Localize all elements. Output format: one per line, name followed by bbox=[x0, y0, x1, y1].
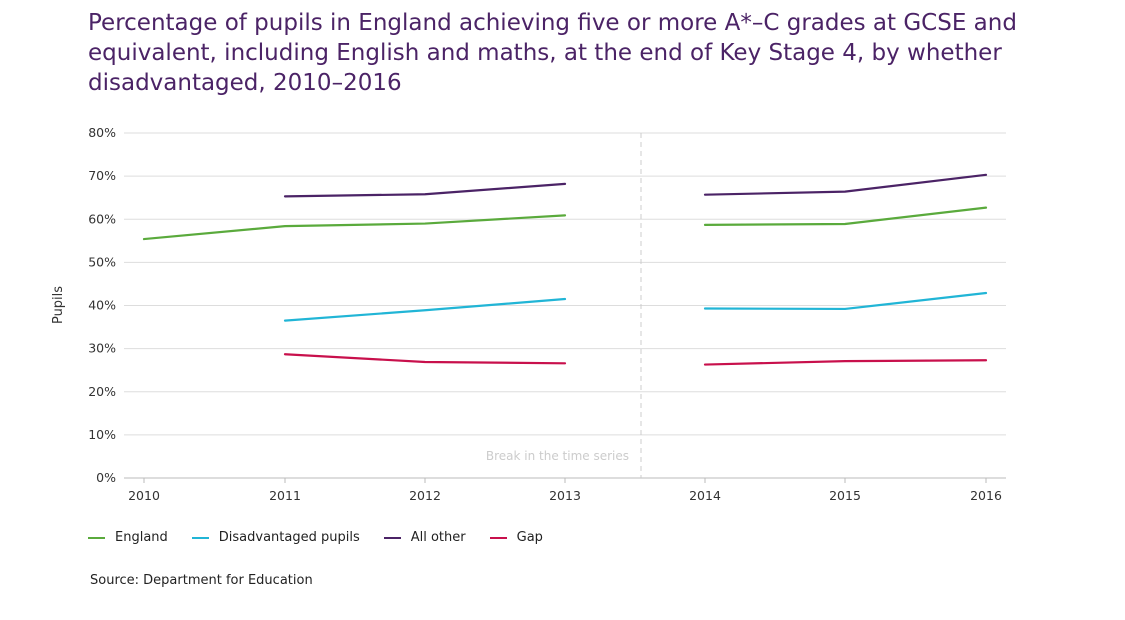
y-tick-label: 70% bbox=[88, 168, 116, 183]
y-tick-label: 60% bbox=[88, 211, 116, 226]
series-line-disadvantaged-pupils bbox=[283, 297, 567, 322]
y-tick-label: 80% bbox=[88, 125, 116, 140]
legend-label: England bbox=[115, 530, 168, 545]
legend-swatch bbox=[88, 536, 105, 539]
y-axis-ticks: 0% 10% 20% 30% 40% 50% 60% 70% 80% bbox=[88, 125, 116, 485]
legend-item-england: England bbox=[88, 530, 168, 545]
series-line-all-other bbox=[703, 173, 988, 196]
series-line-gap bbox=[703, 359, 988, 366]
legend-item-gap: Gap bbox=[489, 530, 543, 545]
x-tick-label: 2016 bbox=[970, 488, 1002, 503]
x-tick-label: 2012 bbox=[409, 488, 441, 503]
break-annotation: Break in the time series bbox=[486, 449, 629, 463]
legend-label: Disadvantaged pupils bbox=[218, 530, 360, 545]
series-line-england bbox=[703, 206, 988, 226]
series-line-disadvantaged-pupils bbox=[703, 291, 988, 311]
y-axis-label: Pupils bbox=[51, 286, 66, 324]
legend-label: Gap bbox=[516, 530, 543, 545]
series-line-england bbox=[142, 214, 567, 241]
legend-item-all-other: All other bbox=[383, 530, 466, 545]
legend-swatch bbox=[383, 536, 401, 539]
y-tick-label: 40% bbox=[88, 298, 116, 313]
legend-swatch bbox=[191, 536, 209, 539]
x-tick-label: 2014 bbox=[689, 488, 721, 503]
y-tick-label: 0% bbox=[96, 470, 116, 485]
x-tick-label: 2013 bbox=[549, 488, 581, 503]
series-lines bbox=[142, 173, 988, 366]
y-tick-label: 20% bbox=[88, 384, 116, 399]
x-axis-ticks: 2010 2011 2012 2013 2014 2015 2016 bbox=[128, 478, 1002, 503]
time-series-break: Break in the time series bbox=[486, 133, 642, 478]
legend: England Disadvantaged pupils All other Gap bbox=[88, 530, 567, 545]
legend-item-disadvantaged-pupils: Disadvantaged pupils bbox=[191, 530, 360, 545]
gridlines bbox=[124, 132, 1006, 479]
y-tick-label: 50% bbox=[88, 254, 116, 269]
x-tick-label: 2010 bbox=[128, 488, 160, 503]
series-line-all-other bbox=[283, 182, 567, 198]
x-tick-label: 2015 bbox=[829, 488, 861, 503]
legend-label: All other bbox=[410, 530, 466, 545]
source-note: Source: Department for Education bbox=[90, 573, 313, 588]
series-line-gap bbox=[283, 353, 567, 365]
chart-title: Percentage of pupils in England achievin… bbox=[88, 10, 1017, 96]
y-tick-label: 10% bbox=[88, 427, 116, 442]
legend-swatch bbox=[489, 536, 507, 539]
x-tick-label: 2011 bbox=[269, 488, 301, 503]
y-tick-label: 30% bbox=[88, 341, 116, 356]
